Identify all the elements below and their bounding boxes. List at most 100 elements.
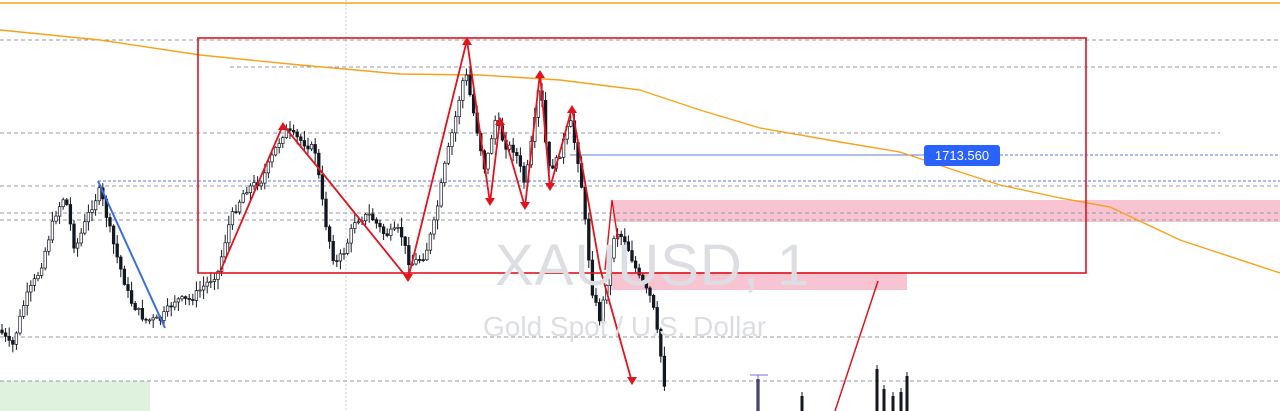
candle-body <box>800 396 804 411</box>
candle-body <box>655 307 659 330</box>
candle-body <box>216 271 220 280</box>
candle-body <box>83 221 87 234</box>
candle-body <box>201 285 206 291</box>
arrow-head <box>495 117 505 125</box>
candle-body <box>97 187 101 202</box>
candle-body <box>119 256 123 270</box>
candle-body <box>140 308 145 320</box>
candle-body <box>36 275 40 280</box>
candle-body <box>259 182 263 187</box>
candle-body <box>277 143 281 148</box>
candle-body <box>407 245 411 266</box>
candle-body <box>349 228 353 244</box>
candle-body <box>313 144 317 154</box>
candle-body <box>461 80 465 101</box>
candle-body <box>209 281 213 283</box>
candle-body <box>659 328 663 357</box>
arrow-head <box>462 37 472 45</box>
candle-body <box>651 295 656 308</box>
candle-body <box>327 226 332 242</box>
candle-body <box>299 136 303 141</box>
candle-body <box>363 214 368 222</box>
candle-body <box>75 242 80 249</box>
candle-body <box>641 274 645 283</box>
candle-body <box>29 285 33 293</box>
candle-body <box>435 205 440 221</box>
arrow-head <box>403 274 413 282</box>
candle-body <box>432 219 436 235</box>
arrow-head <box>535 70 545 78</box>
candle-body <box>518 155 523 167</box>
candle-body <box>662 355 667 387</box>
candle-body <box>644 282 649 289</box>
arrow-head <box>278 122 288 130</box>
candle-body <box>515 151 519 156</box>
candle-body <box>471 94 476 114</box>
candle-body <box>392 227 397 230</box>
candle-body <box>367 213 371 216</box>
candle-body <box>90 209 94 213</box>
candle-body <box>273 147 278 156</box>
candle-body <box>194 290 199 301</box>
candle-body <box>173 301 177 308</box>
candle-body <box>183 296 188 299</box>
candle-body <box>151 317 155 321</box>
candle-body <box>212 279 217 282</box>
candle-body <box>511 144 515 153</box>
candle-body <box>54 215 58 222</box>
candle-body <box>72 223 76 249</box>
candle-body <box>223 242 227 258</box>
candle-body <box>331 241 335 261</box>
candle-body <box>155 316 159 319</box>
candle-body <box>65 199 69 205</box>
candle-body <box>302 140 307 147</box>
candle-body <box>198 289 202 292</box>
candle-body <box>39 267 44 276</box>
candle-body <box>569 120 573 127</box>
candle-body <box>14 332 19 345</box>
candle-body <box>165 305 170 312</box>
candle-body <box>882 389 886 411</box>
candle-body <box>230 211 235 226</box>
moving-average-line <box>0 29 1280 274</box>
candle-body <box>630 250 634 262</box>
candle-body <box>446 146 451 164</box>
candle-body <box>263 172 267 184</box>
candle-body <box>11 340 15 345</box>
candle-body <box>590 259 595 296</box>
candle-body <box>306 145 310 150</box>
candle-body <box>32 278 37 286</box>
candle-body <box>205 281 209 287</box>
candle-body <box>417 259 422 261</box>
candle-body <box>396 227 400 229</box>
candle-body <box>338 253 343 262</box>
candle-body <box>381 226 386 235</box>
red-spike <box>604 199 619 271</box>
candle-body <box>637 267 641 276</box>
candle-body <box>335 260 339 262</box>
candle-body <box>421 259 425 261</box>
candle-body <box>468 74 472 96</box>
candle-body <box>108 217 112 227</box>
watermark-symbol: XAUUSD, 1 <box>495 233 811 298</box>
candle-body <box>288 128 292 131</box>
candle-body <box>371 213 375 220</box>
arrow-head <box>485 198 495 206</box>
candle-body <box>425 249 429 261</box>
candle-body <box>129 290 134 304</box>
candle-body <box>291 130 296 133</box>
candle-body <box>57 206 62 217</box>
candle-body <box>633 260 638 269</box>
candle-body <box>309 144 314 150</box>
candle-body <box>594 294 598 303</box>
candle-body <box>612 238 616 259</box>
candle-body <box>79 232 83 244</box>
candle-body <box>899 392 903 411</box>
candle-body <box>601 299 605 322</box>
candle-body <box>187 298 191 300</box>
candle-body <box>489 138 494 154</box>
candle-body <box>7 336 11 341</box>
candle-body <box>353 222 357 229</box>
candle-body <box>389 228 393 236</box>
